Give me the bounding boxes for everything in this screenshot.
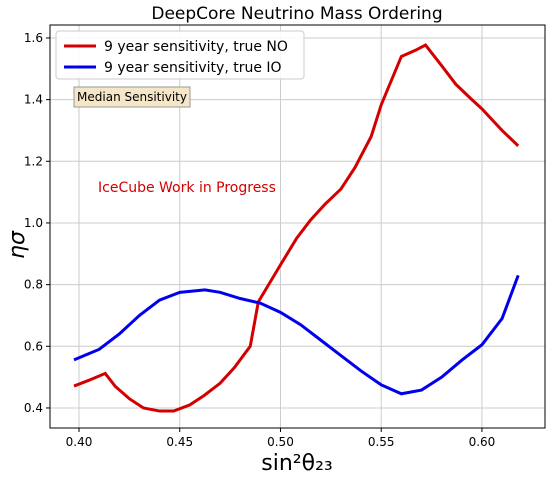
plot-frame [49,24,546,429]
x-tick-label: 0.60 [469,435,496,449]
y-tick-label: 0.8 [24,278,43,292]
grid [46,25,545,432]
lines [73,43,520,413]
y-tick-label: 1.6 [24,31,43,45]
y-axis-label: ησ [5,230,30,259]
legend-box [55,30,305,80]
data-line [73,274,520,396]
annotation: Median Sensitivity [77,90,187,104]
annotation: IceCube Work in Progress [98,180,276,196]
x-tick-label: 0.40 [66,435,93,449]
x-axis-label: sin²θ₂₃ [261,451,332,476]
y-tick-label: 0.4 [24,401,43,415]
legend: 9 year sensitivity, true NO 9 year sensit… [55,30,305,80]
x-tick-label: 0.50 [267,435,294,449]
y-tick-label: 1.2 [24,154,43,168]
y-tick-label: 1.0 [24,216,43,230]
y-tick-label: 1.4 [24,93,43,107]
chart-title: DeepCore Neutrino Mass Ordering [151,4,442,24]
data-line [73,43,520,413]
x-tick-label: 0.45 [166,435,193,449]
legend-label: 9 year sensitivity, true IO [104,60,282,76]
legend-label: 9 year sensitivity, true NO [104,39,288,55]
y-tick-label: 0.6 [24,339,43,353]
annotation-box [73,86,191,108]
x-tick-label: 0.55 [368,435,395,449]
